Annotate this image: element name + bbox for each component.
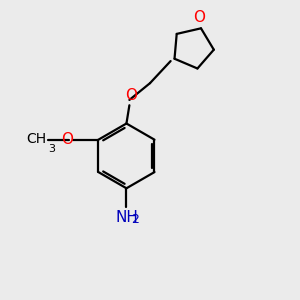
Text: 2: 2 — [131, 213, 139, 226]
Text: 3: 3 — [48, 144, 56, 154]
Text: NH: NH — [115, 210, 138, 225]
Text: O: O — [125, 88, 137, 103]
Text: O: O — [194, 10, 206, 25]
Text: O: O — [61, 132, 73, 147]
Text: CH: CH — [27, 132, 47, 146]
